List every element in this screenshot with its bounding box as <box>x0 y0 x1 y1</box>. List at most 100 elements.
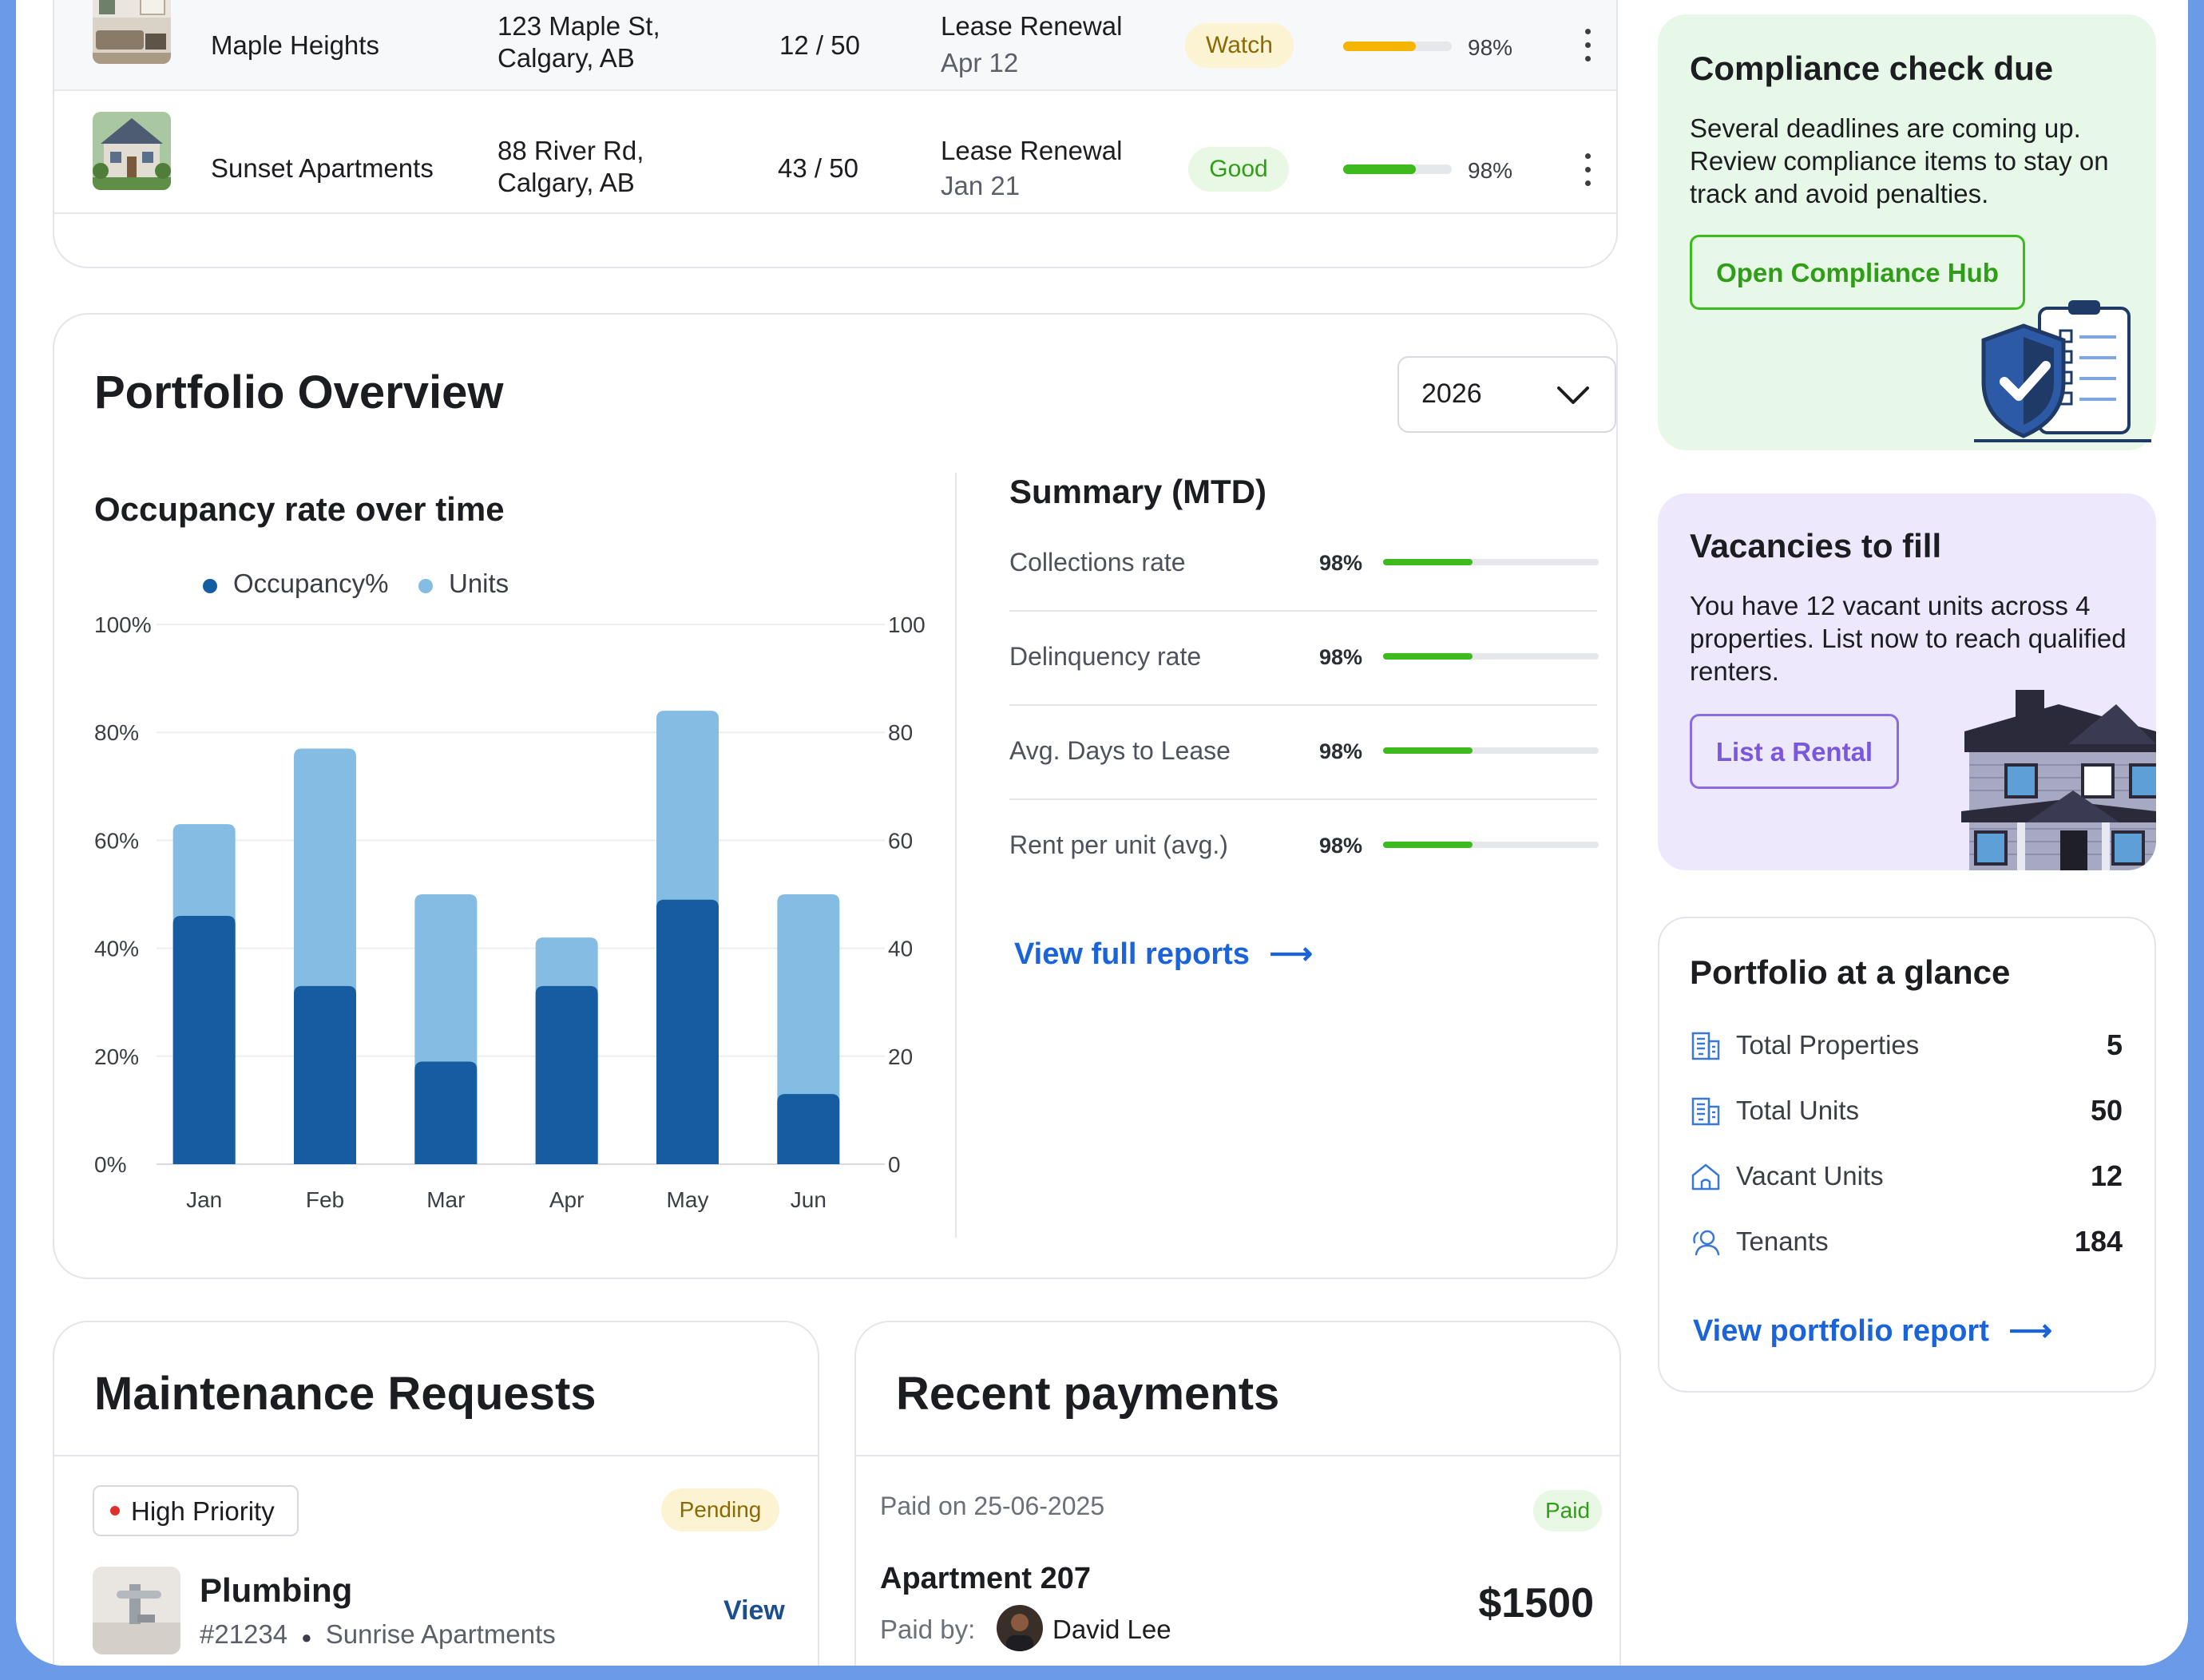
list-a-rental-button[interactable]: List a Rental <box>1690 714 1899 789</box>
overview-divider <box>955 473 957 1238</box>
priority-badge: High Priority <box>93 1485 299 1536</box>
open-compliance-hub-button[interactable]: Open Compliance Hub <box>1690 235 2025 310</box>
summary-bar <box>1383 559 1599 565</box>
glance-value: 184 <box>2074 1225 2123 1258</box>
payment-amount: $1500 <box>1478 1580 1594 1627</box>
portfolio-glance-card: Portfolio at a glance Total Properties 5… <box>1658 917 2156 1393</box>
summary-value: 98% <box>1319 645 1363 669</box>
event-date: Apr 12 <box>941 48 1019 77</box>
x-axis-tick-label: Jan <box>186 1187 222 1212</box>
property-thumbnail <box>93 0 171 64</box>
status-badge: Good <box>1188 147 1289 192</box>
summary-bar-fill <box>1383 842 1473 848</box>
compliance-body: Several deadlines are coming up. Review … <box>1690 113 2109 208</box>
summary-divider <box>1009 798 1597 800</box>
occupancy-chart: 100% 100 80% 80 60% 60 40% 40 20% 20 0% 0 Jan Feb Mar A… <box>94 612 926 1212</box>
y-axis-left-tick-label: 60% <box>94 828 139 853</box>
view-full-reports-label: View full reports <box>1014 937 1250 971</box>
property-address-line1: 88 River Rd, <box>497 136 644 165</box>
x-axis-tick-label: Jun <box>791 1187 826 1212</box>
card-divider <box>54 1455 818 1456</box>
overview-title: Portfolio Overview <box>94 367 504 418</box>
vacancies-title: Vacancies to fill <box>1690 527 1942 565</box>
y-axis-left-tick-label: 80% <box>94 720 139 745</box>
summary-divider <box>1009 704 1597 706</box>
legend-dot-units <box>418 579 433 593</box>
glance-label: Total Properties <box>1736 1030 1920 1060</box>
summary-bar <box>1383 842 1599 848</box>
avatar <box>997 1605 1043 1651</box>
view-portfolio-report-link[interactable]: View portfolio report ⟶ <box>1693 1313 2052 1349</box>
summary-bar <box>1383 747 1599 754</box>
summary-divider <box>1009 610 1597 612</box>
maintenance-title: Maintenance Requests <box>94 1368 597 1420</box>
property-address-line2: Calgary, AB <box>497 168 635 197</box>
summary-bar-fill <box>1383 559 1473 565</box>
more-options-icon[interactable] <box>1584 29 1593 69</box>
glance-value: 12 <box>2090 1159 2123 1192</box>
y-axis-right-tick-label: 80 <box>888 720 913 745</box>
legend-units: Units <box>449 569 509 598</box>
recent-payments-card: Recent payments Paid on 25-06-2025 Paid … <box>854 1321 1621 1666</box>
paid-by-label: Paid by: <box>880 1615 976 1644</box>
property-name[interactable]: Sunset Apartments <box>211 153 434 183</box>
portfolio-overview-card: Portfolio Overview 2026 Occupancy rate o… <box>53 313 1618 1279</box>
summary-bar <box>1383 653 1599 660</box>
y-axis-left-tick-label: 40% <box>94 937 139 961</box>
legend-dot-occupancy <box>203 579 217 593</box>
view-full-reports-link[interactable]: View full reports ⟶ <box>1014 936 1313 972</box>
summary-value: 98% <box>1319 834 1363 858</box>
y-axis-right-tick-label: 0 <box>888 1152 901 1177</box>
separator-dot-icon: ● <box>301 1627 312 1647</box>
status-badge: Watch <box>1185 23 1294 68</box>
house-icon <box>1961 690 2156 870</box>
property-address-line2: Calgary, AB <box>497 43 635 73</box>
summary-bar-fill <box>1383 747 1473 754</box>
request-thumbnail <box>93 1567 180 1654</box>
glance-label: Tenants <box>1736 1226 1829 1256</box>
card-divider <box>856 1455 1619 1456</box>
bar-occupancy <box>172 916 236 1164</box>
properties-table: Maple Heights 123 Maple St, Calgary, AB … <box>53 0 1618 268</box>
summary-label: Rent per unit (avg.) <box>1009 830 1228 859</box>
property-units: 43 / 50 <box>778 153 858 183</box>
y-axis-right-tick-label: 40 <box>888 937 913 961</box>
score-bar-fill <box>1343 42 1416 51</box>
y-axis-right-tick-label: 60 <box>888 828 913 853</box>
arrow-right-icon: ⟶ <box>1269 937 1313 971</box>
vacancies-card: Vacancies to fill You have 12 vacant uni… <box>1658 493 2156 870</box>
ticket-number: #21234 <box>200 1619 288 1649</box>
more-options-icon[interactable] <box>1584 153 1593 194</box>
home-icon <box>1691 1163 1720 1191</box>
y-axis-left-tick-label: 100% <box>94 612 152 637</box>
property-name[interactable]: Maple Heights <box>211 30 379 60</box>
view-portfolio-report-label: View portfolio report <box>1693 1314 1989 1348</box>
event-type: Lease Renewal <box>941 136 1123 165</box>
compliance-title: Compliance check due <box>1690 50 2054 87</box>
property-address-line1: 123 Maple St, <box>497 11 660 41</box>
x-axis-tick-label: Apr <box>549 1187 585 1212</box>
summary-label: Delinquency rate <box>1009 642 1202 671</box>
table-row[interactable]: Maple Heights 123 Maple St, Calgary, AB … <box>54 0 1616 91</box>
y-axis-left-tick-label: 0% <box>94 1152 126 1177</box>
request-meta: #21234 ● Sunrise Apartments <box>200 1619 556 1650</box>
table-row[interactable]: Sunset Apartments 88 River Rd, Calgary, … <box>54 91 1616 214</box>
compliance-card: Compliance check due Several deadlines a… <box>1658 14 2156 450</box>
summary-label: Avg. Days to Lease <box>1009 736 1231 765</box>
bar-occupancy <box>414 1061 478 1164</box>
payer-name: David Lee <box>1052 1615 1171 1644</box>
paid-on-date: Paid on 25-06-2025 <box>880 1492 1105 1520</box>
maintenance-card: Maintenance Requests High Priority Pendi… <box>53 1321 819 1666</box>
glance-label: Total Units <box>1736 1096 1860 1125</box>
y-axis-right-tick-label: 100 <box>888 612 926 637</box>
x-axis-tick-label: May <box>667 1187 709 1212</box>
view-request-button[interactable]: View <box>723 1595 785 1626</box>
request-category: Plumbing <box>200 1571 353 1609</box>
glance-value: 50 <box>2090 1094 2123 1127</box>
summary-bar-fill <box>1383 653 1473 660</box>
event-type: Lease Renewal <box>941 11 1123 41</box>
payment-status-badge: Paid <box>1533 1490 1602 1531</box>
legend-occupancy: Occupancy% <box>233 569 389 598</box>
year-select[interactable]: 2026 <box>1397 356 1616 433</box>
year-select-value: 2026 <box>1421 378 1482 409</box>
